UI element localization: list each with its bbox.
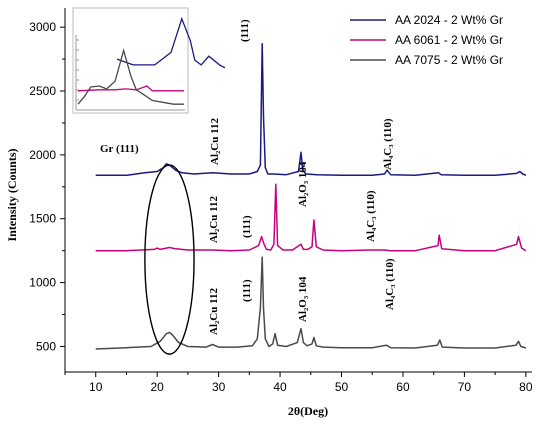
y-tick-label: 500 — [36, 339, 56, 353]
x-tick-label: 50 — [335, 380, 349, 394]
series-layer — [95, 43, 527, 355]
x-tick-label: 10 — [89, 380, 103, 394]
y-tick-label: 1500 — [29, 212, 56, 226]
x-tick-label: 40 — [273, 380, 287, 394]
x-axis-title: 2θ(Deg) — [288, 404, 328, 418]
highlight-ellipse — [144, 164, 195, 355]
y-tick-label: 1000 — [29, 276, 56, 290]
legend-label-3: AA 7075 - 2 Wt% Gr — [395, 53, 503, 67]
x-tick-label: 70 — [458, 380, 472, 394]
peak-label: Al₄C₃ (110) — [384, 258, 396, 310]
inset-series-3 — [77, 48, 184, 105]
x-tick-label: 30 — [212, 380, 226, 394]
inset-axes — [75, 35, 185, 111]
legend-label-1: AA 2024 - 2 Wt% Gr — [395, 13, 503, 27]
peak-label: (111) — [241, 215, 253, 238]
y-tick-label: 2500 — [29, 84, 56, 98]
inset-series-2 — [77, 85, 184, 92]
peak-label: Gr (111) — [100, 143, 139, 155]
x-tick-label: 80 — [519, 380, 533, 394]
peak-label: Al₄C₃ (110) — [382, 118, 394, 170]
peak-label: Al₂O₃ 104 — [297, 276, 309, 322]
x-tick-label: 60 — [396, 380, 410, 394]
peak-label: Al₄C₃ (110) — [365, 190, 377, 242]
y-axis-title: Intensity (Counts) — [5, 148, 19, 241]
peak-label: Al₂Cu 112 — [208, 287, 220, 335]
peak-label: (111) — [241, 279, 253, 302]
legend-label-2: AA 6061 - 2 Wt% Gr — [395, 33, 503, 47]
y-tick-label: 3000 — [29, 20, 56, 34]
inset-frame — [72, 7, 189, 114]
peak-label: (111) — [239, 19, 251, 42]
peak-label: Al₂Cu 112 — [208, 195, 220, 243]
series-line-2 — [95, 183, 527, 252]
inset-plot — [72, 7, 226, 114]
axes-layer: 10 20 30 40 50 60 70 80 500 1000 1500 2000 2500 3000 — [29, 8, 533, 394]
series-line-3 — [95, 256, 527, 350]
peak-annotations: (111) Gr (111) Al₂Cu 112 Al₄C₃ (110) Al₂Cu 1… — [100, 19, 396, 335]
inset-series-1 — [116, 16, 226, 69]
x-tick-label: 20 — [150, 380, 164, 394]
series-line-1 — [95, 43, 527, 177]
legend: AA 2024 - 2 Wt% Gr AA 6061 - 2 Wt% Gr AA 7… — [350, 13, 503, 67]
peak-label: Al₂O₃ 104 — [297, 161, 309, 207]
y-tick-label: 2000 — [29, 148, 56, 162]
peak-label: Al₂Cu 112 — [209, 117, 221, 165]
